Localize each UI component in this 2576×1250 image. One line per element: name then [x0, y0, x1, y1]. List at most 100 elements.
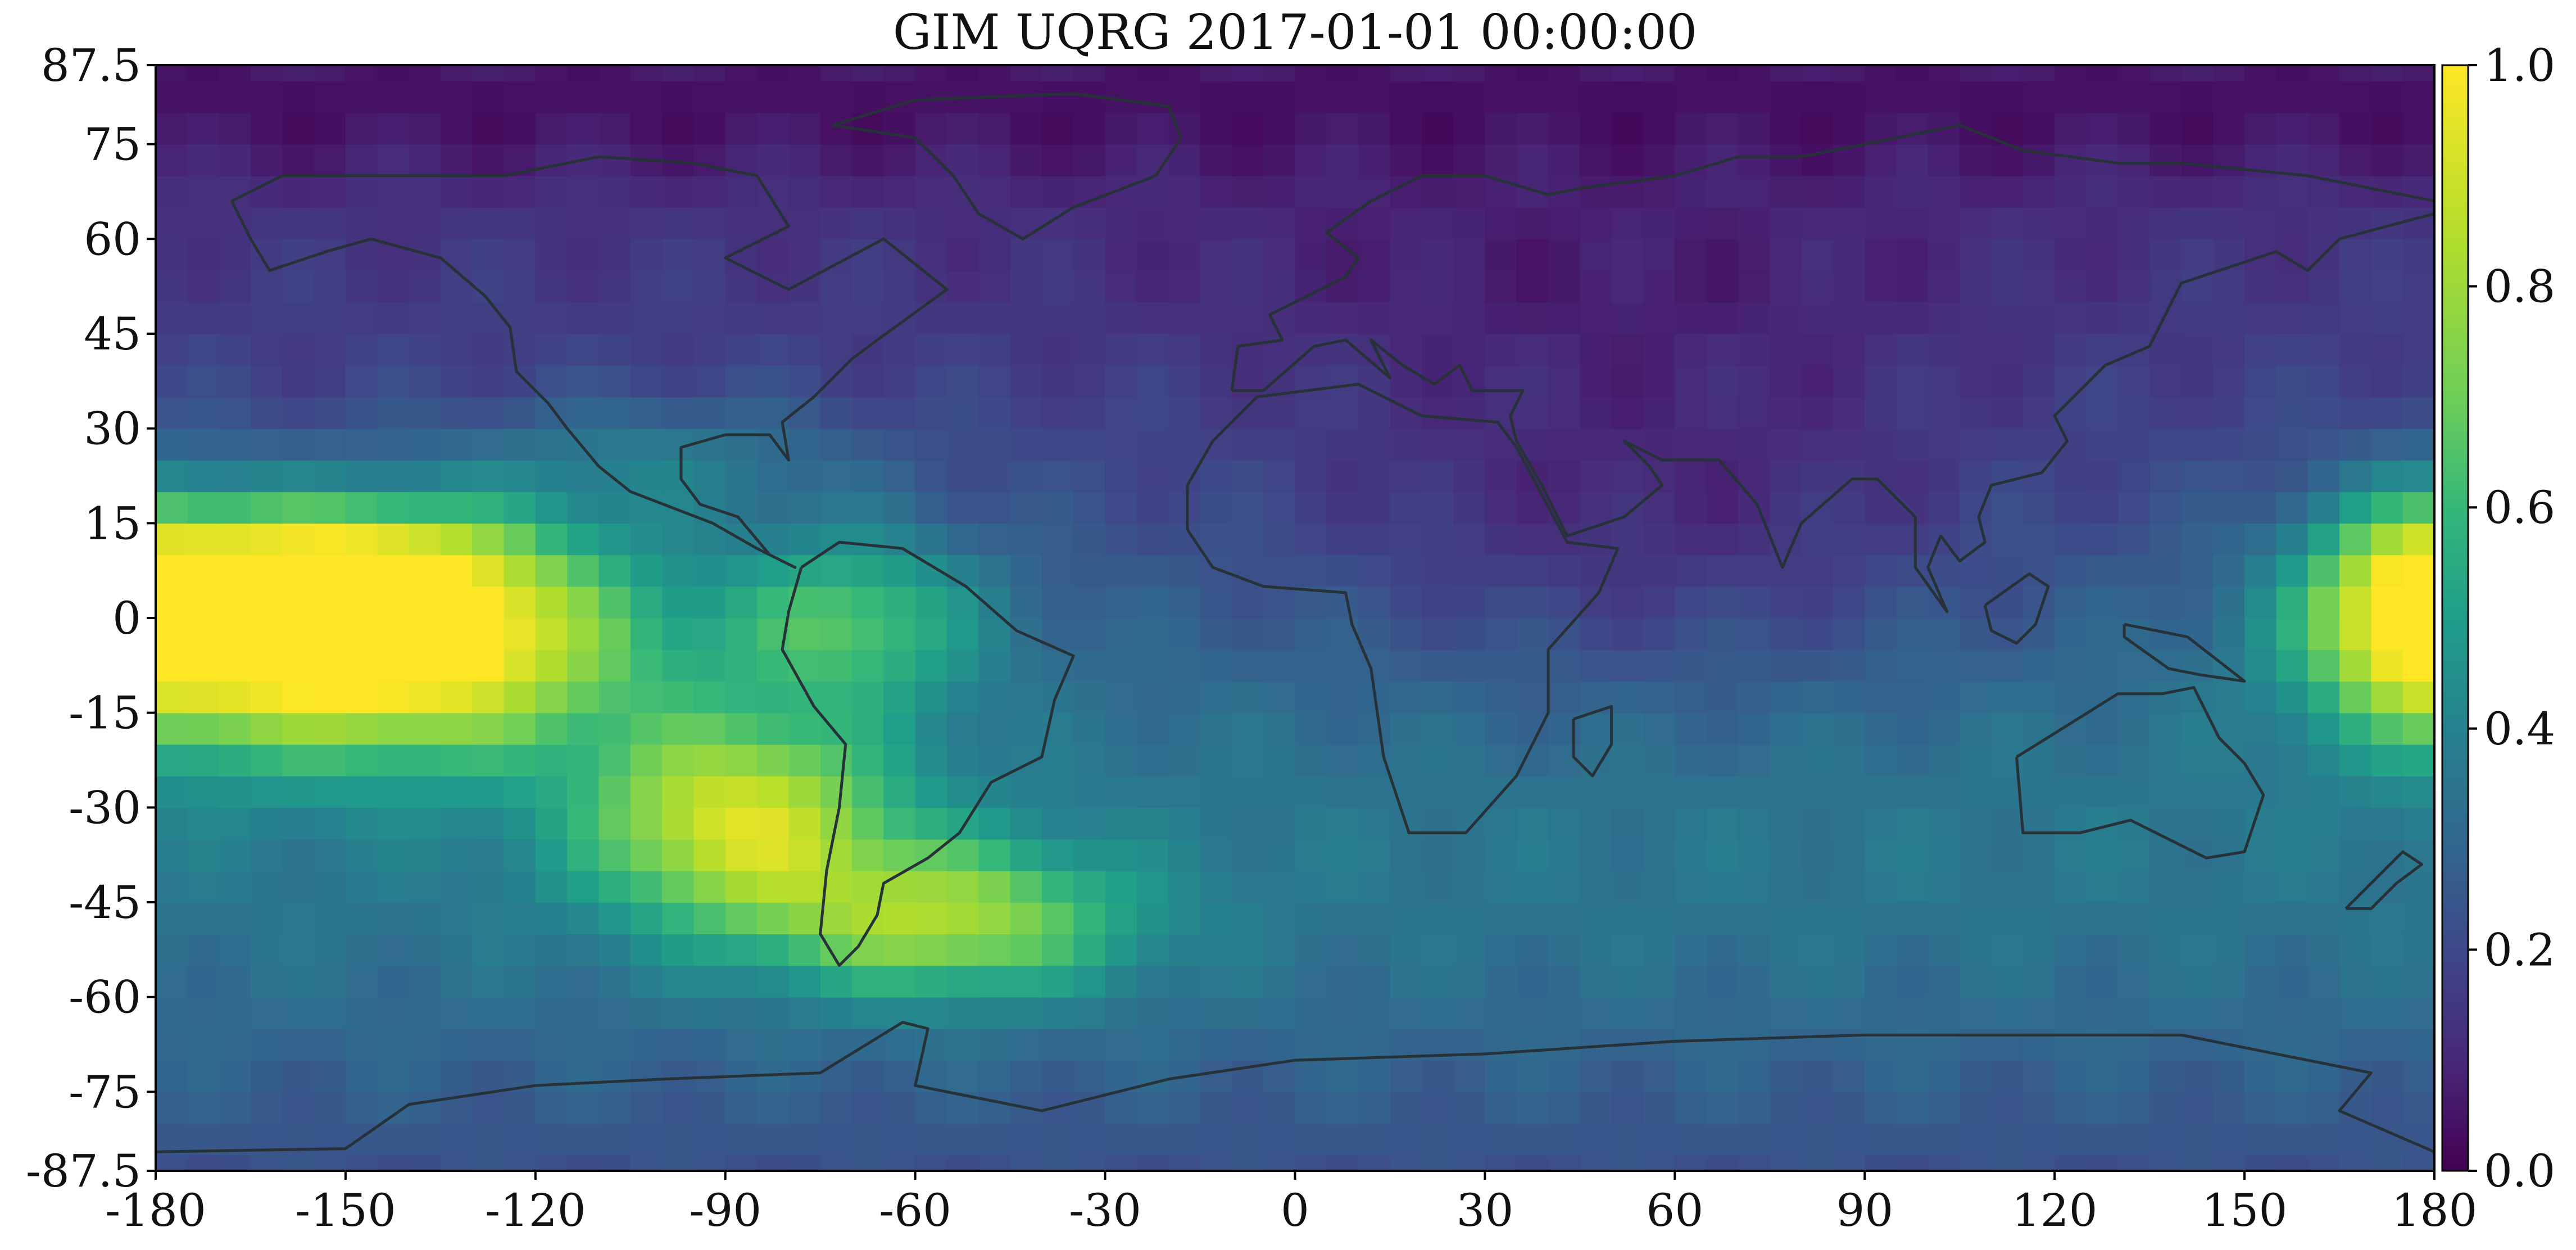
heat-cell [345, 870, 378, 903]
heat-cell [2086, 776, 2119, 808]
heat-cell [1263, 1154, 1296, 1171]
heat-cell [725, 302, 758, 334]
heat-cell [1928, 207, 1960, 239]
heat-cell [1358, 492, 1391, 524]
heat-cell [1105, 239, 1137, 271]
heat-cell [1390, 207, 1422, 239]
heat-cell [1485, 1123, 1517, 1156]
heat-cell [187, 144, 220, 176]
heat-cell [282, 460, 315, 492]
heat-cell [1358, 1060, 1391, 1093]
heat-cell [1611, 681, 1644, 713]
heat-cell [820, 649, 852, 682]
heat-cell [1168, 207, 1201, 239]
heat-cell [883, 807, 916, 840]
heat-cell [1928, 934, 1960, 966]
heat-cell [757, 554, 790, 587]
heat-cell [1358, 144, 1391, 176]
heat-cell [567, 523, 600, 556]
heat-cell [377, 870, 410, 903]
heat-cell [440, 744, 473, 776]
heat-cell [187, 839, 220, 871]
heat-cell [1358, 207, 1391, 239]
heat-cell [1390, 112, 1422, 145]
heat-cell [598, 1154, 631, 1171]
heat-cell [1263, 523, 1296, 556]
heat-cell [1833, 649, 1865, 682]
heat-cell [598, 1092, 631, 1124]
heat-cell [2117, 1060, 2150, 1093]
heat-cell [1896, 112, 1929, 145]
heat-cell [440, 681, 473, 713]
heat-cell [1390, 1123, 1422, 1156]
heat-cell [1801, 397, 1834, 429]
heat-cell [915, 681, 947, 713]
heat-cell [1295, 839, 1327, 871]
heat-cell [1738, 239, 1771, 271]
heat-cell [1326, 428, 1359, 461]
heat-cell [219, 1092, 251, 1124]
heat-cell [820, 744, 852, 776]
heat-cell [2181, 902, 2214, 935]
heat-cell [1390, 81, 1422, 113]
heat-cell [345, 1154, 378, 1171]
heat-cell [1200, 144, 1232, 176]
heat-cell [1770, 207, 1802, 239]
heat-cell [2402, 965, 2434, 998]
heat-cell [1675, 1092, 1707, 1124]
heat-cell [377, 523, 410, 556]
heat-cell [2307, 333, 2340, 366]
heat-cell [2117, 649, 2150, 682]
heat-cell [2055, 1123, 2087, 1156]
heat-cell [2371, 649, 2403, 682]
heat-cell [1485, 523, 1517, 556]
heat-cell [1516, 965, 1549, 998]
heat-cell [1358, 175, 1391, 208]
heat-cell [1833, 523, 1865, 556]
heat-cell [314, 744, 346, 776]
heat-cell [1390, 554, 1422, 587]
heat-cell [978, 239, 1011, 271]
heat-cell [2149, 902, 2182, 935]
heat-cell [693, 1123, 726, 1156]
heat-cell [2055, 870, 2087, 903]
heat-cell [1833, 397, 1865, 429]
heat-cell [219, 744, 251, 776]
heat-cell [1358, 712, 1391, 745]
heat-cell [314, 965, 346, 998]
heat-cell [2055, 144, 2087, 176]
heat-cell [2181, 870, 2214, 903]
heat-cell [2402, 144, 2434, 176]
heat-cell [2212, 270, 2245, 303]
heat-cell [1105, 618, 1137, 650]
heat-cell [409, 492, 441, 524]
heat-cell [1928, 870, 1960, 903]
heat-cell [377, 681, 410, 713]
heat-cell [1580, 1123, 1612, 1156]
heat-cell [947, 397, 979, 429]
heat-cell [2181, 397, 2214, 429]
heat-cell [2086, 460, 2119, 492]
heat-cell [504, 807, 536, 840]
heat-cell [1706, 428, 1739, 461]
heat-cell [915, 428, 947, 461]
heat-cell [1136, 870, 1169, 903]
heat-cell [1200, 712, 1232, 745]
colorbar [2441, 64, 2469, 1172]
heat-cell [1073, 965, 1106, 998]
heat-cell [2086, 365, 2119, 398]
heat-cell [2339, 460, 2372, 492]
heat-cell [156, 365, 188, 398]
heat-cell [1231, 870, 1264, 903]
heat-cell [504, 744, 536, 776]
heat-cell [1421, 1154, 1454, 1171]
heat-cell [1231, 460, 1264, 492]
heat-cell [2339, 397, 2372, 429]
heat-cell [156, 1092, 188, 1124]
heat-cell [2086, 618, 2119, 650]
heat-cell [1485, 365, 1517, 398]
heat-cell [978, 1029, 1011, 1061]
heat-cell [1200, 397, 1232, 429]
heat-cell [915, 65, 947, 81]
heat-cell [2212, 586, 2245, 619]
